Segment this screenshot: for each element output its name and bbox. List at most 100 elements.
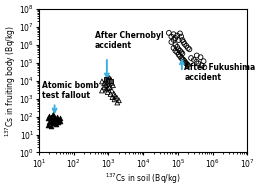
X-axis label: $^{137}$Cs in soil (Bq/kg): $^{137}$Cs in soil (Bq/kg) <box>105 171 181 186</box>
Text: Atomic bomb
test fallout: Atomic bomb test fallout <box>42 81 99 100</box>
Point <box>46 117 50 120</box>
Point <box>48 114 52 117</box>
Point <box>49 120 53 123</box>
Text: After Chernobyl
accident: After Chernobyl accident <box>95 31 163 50</box>
Point <box>104 78 108 81</box>
Point <box>106 87 110 90</box>
Point <box>176 48 181 51</box>
Point <box>110 89 114 92</box>
Point <box>180 52 185 55</box>
Point <box>49 116 53 119</box>
Y-axis label: $^{137}$Cs in fruiting body (Bq/kg): $^{137}$Cs in fruiting body (Bq/kg) <box>3 25 18 137</box>
Point <box>202 66 206 69</box>
Point <box>180 39 185 42</box>
Text: After Fukushima
accident: After Fukushima accident <box>185 63 256 82</box>
Point <box>107 80 111 83</box>
Point <box>102 85 106 88</box>
Point <box>55 118 59 121</box>
Point <box>183 61 187 64</box>
Point <box>51 121 56 124</box>
Point <box>194 60 198 63</box>
Point <box>179 57 183 60</box>
Point <box>46 123 50 126</box>
Point <box>52 118 57 121</box>
Point <box>58 116 62 119</box>
Point <box>55 115 59 119</box>
Point <box>186 46 190 50</box>
Point <box>173 49 177 52</box>
Point <box>106 80 110 83</box>
Point <box>104 78 108 81</box>
Point <box>58 119 62 122</box>
Point <box>48 120 52 123</box>
Point <box>106 79 110 82</box>
Point <box>112 92 116 95</box>
Point <box>192 58 196 61</box>
Point <box>54 120 58 123</box>
Point <box>185 63 189 66</box>
Point <box>109 79 113 82</box>
Point <box>169 40 174 43</box>
Point <box>51 113 55 116</box>
Point <box>167 31 171 34</box>
Point <box>56 121 60 124</box>
Point <box>100 89 104 92</box>
Point <box>173 43 177 46</box>
Point <box>175 34 179 37</box>
Point <box>117 99 121 102</box>
Point <box>181 40 186 43</box>
Point <box>106 91 110 94</box>
Point <box>56 117 60 120</box>
Point <box>107 86 111 89</box>
Point <box>180 57 185 60</box>
Point <box>184 62 188 65</box>
Point <box>110 81 114 84</box>
Point <box>178 49 182 52</box>
Point <box>171 46 176 50</box>
Point <box>171 33 176 36</box>
Point <box>179 35 183 38</box>
Point <box>169 35 174 38</box>
Point <box>176 53 181 56</box>
Point <box>115 101 119 104</box>
Point <box>171 38 176 41</box>
Point <box>51 119 55 122</box>
Point <box>104 84 108 87</box>
Point <box>115 96 119 99</box>
Point <box>111 84 115 87</box>
Point <box>113 94 117 98</box>
Point <box>175 45 179 48</box>
Point <box>199 64 204 67</box>
Point <box>52 122 57 125</box>
Point <box>189 57 193 60</box>
Point <box>181 58 186 61</box>
Point <box>52 115 56 118</box>
Point <box>49 125 53 128</box>
Point <box>109 78 113 81</box>
Point <box>201 60 206 63</box>
Point <box>195 54 199 57</box>
Point <box>104 88 108 91</box>
Point <box>175 51 179 54</box>
Point <box>55 118 59 121</box>
Point <box>182 60 187 63</box>
Point <box>110 96 115 99</box>
Point <box>100 80 104 83</box>
Point <box>187 48 192 51</box>
Point <box>182 42 187 45</box>
Point <box>112 98 117 101</box>
Point <box>198 56 203 59</box>
Point <box>107 76 111 79</box>
Point <box>173 37 177 40</box>
Point <box>184 44 188 47</box>
Point <box>186 64 190 67</box>
Point <box>102 82 106 85</box>
Point <box>107 82 111 85</box>
Point <box>179 51 183 54</box>
Point <box>178 32 182 35</box>
Point <box>178 55 182 58</box>
Point <box>109 79 113 82</box>
Point <box>57 118 61 121</box>
Point <box>196 62 200 65</box>
Point <box>54 123 58 126</box>
